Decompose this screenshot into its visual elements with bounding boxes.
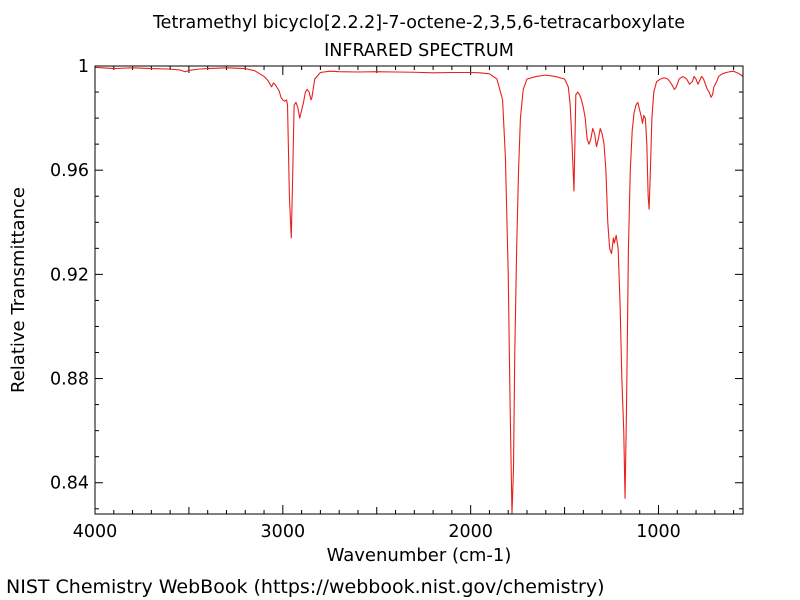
x-tick-label: 2000 [448, 522, 493, 542]
y-tick-label: 0.96 [50, 161, 89, 181]
ir-spectrum-chart: Tetramethyl bicyclo[2.2.2]-7-octene-2,3,… [8, 13, 744, 566]
x-tick-label: 3000 [261, 522, 306, 542]
transmittance-series-line [95, 66, 743, 514]
y-tick-label: 0.88 [50, 370, 89, 390]
y-axis-ticks [95, 65, 743, 510]
x-tick-label: 1000 [636, 522, 681, 542]
plot-frame [94, 65, 744, 515]
chart-title: Tetramethyl bicyclo[2.2.2]-7-octene-2,3,… [152, 13, 685, 33]
x-axis-tick-labels: 4000 3000 2000 1000 [73, 522, 681, 542]
chart-subtitle: INFRARED SPECTRUM [324, 41, 514, 61]
x-tick-label: 4000 [73, 522, 118, 542]
x-axis-label: Wavenumber (cm-1) [327, 545, 512, 566]
x-axis-ticks [94, 66, 735, 514]
y-tick-label: 1 [78, 57, 89, 77]
source-footer: NIST Chemistry WebBook (https://webbook.… [6, 576, 605, 598]
y-tick-label: 0.92 [50, 265, 89, 285]
y-axis-label: Relative Transmittance [8, 187, 29, 393]
y-axis-tick-labels: 1 0.96 0.92 0.88 0.84 [50, 57, 89, 494]
y-tick-label: 0.84 [50, 474, 89, 494]
